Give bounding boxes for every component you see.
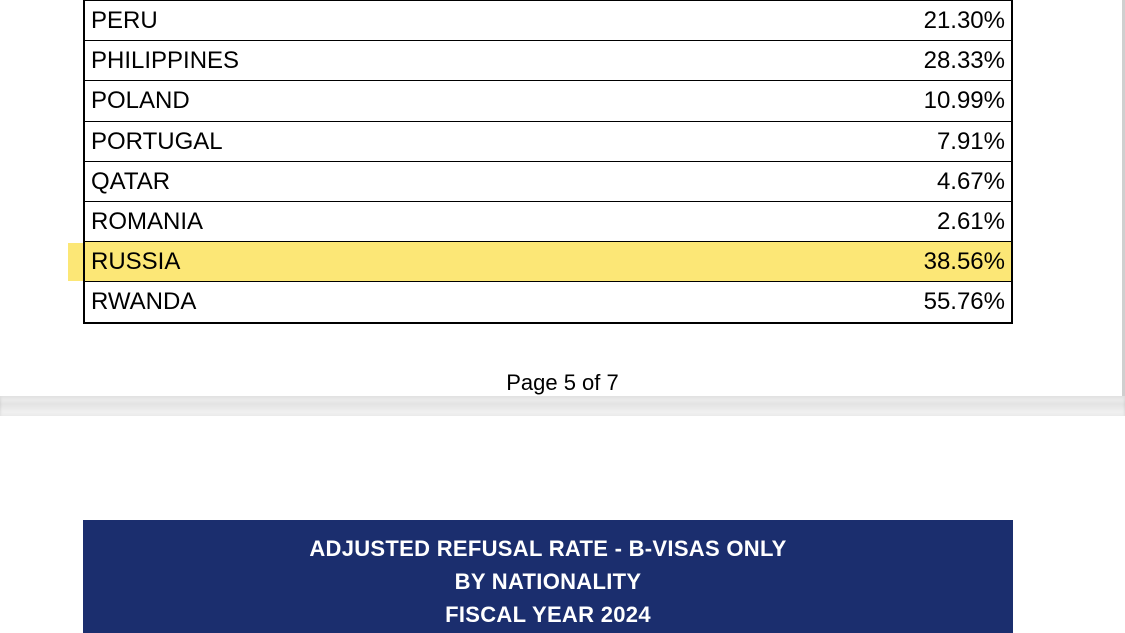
table-row: RWANDA55.76%: [85, 282, 1011, 322]
refusal-rate-table: PERU21.30%PHILIPPINES28.33%POLAND10.99%P…: [85, 0, 1011, 322]
table-row: RUSSIA38.56%: [85, 242, 1011, 282]
cell-rate: 28.33%: [601, 41, 1011, 81]
cell-rate: 4.67%: [601, 161, 1011, 201]
cell-country: RUSSIA: [85, 242, 601, 282]
cell-rate: 38.56%: [601, 242, 1011, 282]
cell-rate: 21.30%: [601, 1, 1011, 41]
table-row: PERU21.30%: [85, 1, 1011, 41]
refusal-rate-table-fragment: PERU21.30%PHILIPPINES28.33%POLAND10.99%P…: [83, 0, 1013, 324]
table-row: PHILIPPINES28.33%: [85, 41, 1011, 81]
cell-country: PORTUGAL: [85, 121, 601, 161]
page-number: Page 5 of 7: [0, 370, 1125, 396]
report-title-banner: ADJUSTED REFUSAL RATE - B-VISAS ONLY BY …: [83, 520, 1013, 633]
banner-line-3: FISCAL YEAR 2024: [83, 598, 1013, 631]
cell-country: RWANDA: [85, 282, 601, 322]
cell-rate: 55.76%: [601, 282, 1011, 322]
cell-rate: 7.91%: [601, 121, 1011, 161]
table-row: ROMANIA2.61%: [85, 201, 1011, 241]
document-viewport: PERU21.30%PHILIPPINES28.33%POLAND10.99%P…: [0, 0, 1125, 633]
highlight-overflow-nub: [68, 243, 83, 281]
page-6-fragment: ADJUSTED REFUSAL RATE - B-VISAS ONLY BY …: [0, 416, 1125, 633]
banner-line-1: ADJUSTED REFUSAL RATE - B-VISAS ONLY: [83, 532, 1013, 565]
cell-country: QATAR: [85, 161, 601, 201]
banner-line-2: BY NATIONALITY: [83, 565, 1013, 598]
cell-rate: 10.99%: [601, 81, 1011, 121]
table-row: POLAND10.99%: [85, 81, 1011, 121]
cell-country: POLAND: [85, 81, 601, 121]
page-5-fragment: PERU21.30%PHILIPPINES28.33%POLAND10.99%P…: [0, 0, 1125, 396]
cell-country: PERU: [85, 1, 601, 41]
cell-country: ROMANIA: [85, 201, 601, 241]
table-row: QATAR4.67%: [85, 161, 1011, 201]
table-row: PORTUGAL7.91%: [85, 121, 1011, 161]
page-break-gap: [0, 396, 1125, 416]
cell-rate: 2.61%: [601, 201, 1011, 241]
cell-country: PHILIPPINES: [85, 41, 601, 81]
